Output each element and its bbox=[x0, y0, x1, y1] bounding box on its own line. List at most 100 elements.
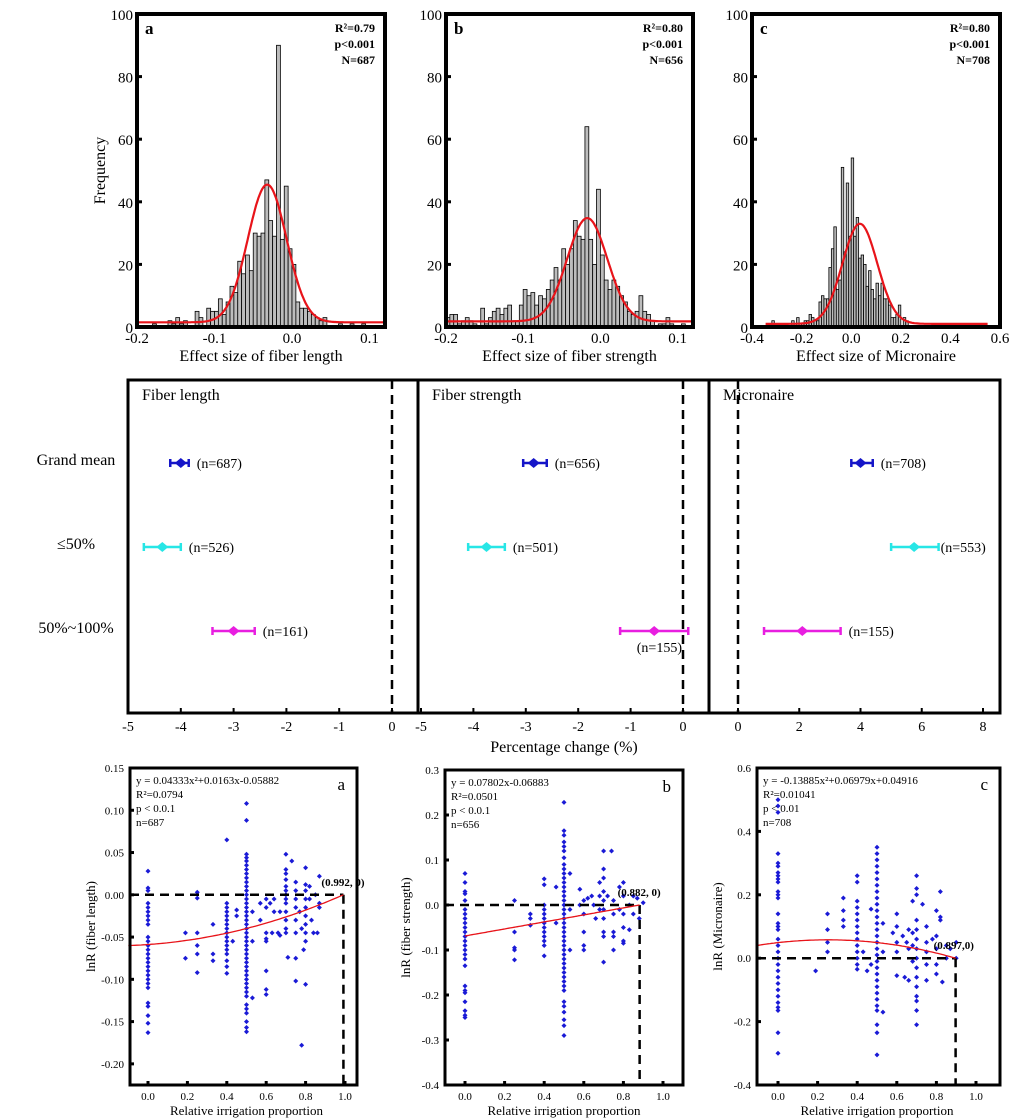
data-point bbox=[825, 939, 830, 945]
data-point bbox=[145, 888, 151, 894]
data-point bbox=[541, 907, 547, 912]
histogram-bar bbox=[569, 248, 574, 328]
data-point bbox=[283, 926, 289, 932]
data-point bbox=[914, 873, 920, 879]
data-point bbox=[620, 925, 626, 930]
y-tick-label: 20 bbox=[733, 258, 748, 274]
data-point bbox=[249, 995, 255, 1001]
data-point bbox=[462, 898, 468, 903]
data-point bbox=[224, 837, 230, 843]
data-point bbox=[561, 961, 567, 966]
data-point bbox=[263, 930, 269, 936]
data-point bbox=[244, 943, 249, 949]
data-point bbox=[293, 930, 299, 936]
panel-title: Fiber strength bbox=[432, 387, 521, 404]
panel-label: b bbox=[454, 19, 463, 38]
data-point bbox=[929, 936, 935, 942]
data-point bbox=[303, 913, 309, 919]
data-point bbox=[145, 1003, 151, 1009]
data-point bbox=[611, 911, 616, 917]
data-point bbox=[244, 989, 249, 995]
data-point bbox=[561, 952, 567, 957]
histogram-bar bbox=[565, 263, 570, 328]
data-point bbox=[462, 1015, 468, 1020]
plot-frame bbox=[444, 12, 695, 329]
histogram-bar bbox=[264, 179, 270, 328]
data-point bbox=[224, 921, 230, 927]
data-point bbox=[581, 943, 587, 948]
data-point bbox=[914, 965, 920, 971]
x-tick-label: 0.4 bbox=[941, 331, 960, 347]
category-label: Grand mean bbox=[37, 452, 116, 469]
x-tick-label: 1.0 bbox=[969, 1091, 983, 1103]
histogram-bar bbox=[607, 289, 613, 328]
x-tick-label: 0.6 bbox=[991, 331, 1010, 347]
x-tick-label: -5 bbox=[415, 720, 427, 735]
data-point bbox=[630, 911, 636, 917]
data-point bbox=[561, 938, 567, 944]
x-axis-label: Relative irrigation proportion bbox=[170, 1103, 324, 1118]
data-point bbox=[316, 904, 322, 910]
data-point bbox=[145, 968, 151, 974]
data-point bbox=[854, 898, 860, 904]
data-point bbox=[597, 880, 603, 885]
data-point bbox=[567, 907, 573, 912]
panel-label: c bbox=[760, 19, 768, 38]
data-point bbox=[244, 879, 249, 885]
data-point bbox=[303, 981, 309, 987]
data-point bbox=[244, 951, 249, 957]
data-point bbox=[620, 940, 626, 946]
data-point bbox=[914, 936, 920, 942]
data-point bbox=[462, 990, 468, 996]
y-tick-label: 60 bbox=[733, 133, 748, 149]
sample-size-label: (n=708) bbox=[881, 457, 927, 472]
data-point bbox=[880, 949, 886, 955]
data-point bbox=[561, 907, 567, 912]
data-point bbox=[145, 885, 151, 891]
data-point bbox=[894, 949, 900, 955]
data-point bbox=[561, 844, 567, 849]
histogram-panel-b: 0 20 40 60 80 100 -0.2 -0.1 0.0 0.1 Effect size of… bbox=[420, 8, 695, 365]
data-point bbox=[601, 929, 607, 935]
data-point bbox=[541, 938, 547, 944]
data-point bbox=[854, 911, 860, 917]
data-point bbox=[626, 927, 632, 933]
data-point bbox=[860, 949, 866, 955]
histogram-bar bbox=[248, 270, 254, 328]
histogram-panel-c: 0 20 40 60 80 100 -0.4 -0.2 0.0 0.2 0.4 0.6 Effect s… bbox=[726, 8, 1010, 365]
data-point bbox=[937, 889, 943, 895]
data-point bbox=[914, 917, 920, 923]
data-point bbox=[874, 863, 880, 869]
data-point bbox=[775, 803, 781, 809]
mean-marker bbox=[648, 626, 661, 636]
data-point bbox=[636, 916, 642, 921]
data-point bbox=[854, 949, 860, 955]
data-point bbox=[775, 936, 781, 942]
data-point bbox=[924, 924, 929, 929]
data-point bbox=[194, 895, 200, 901]
data-point bbox=[611, 898, 616, 903]
data-point bbox=[462, 871, 468, 876]
stat-text: N=687 bbox=[341, 53, 375, 67]
data-point bbox=[874, 901, 880, 907]
x-tick-label: 0.4 bbox=[850, 1091, 864, 1103]
data-point bbox=[244, 1002, 249, 1008]
histogram-bar bbox=[611, 279, 617, 328]
x-tick-label: -0.1 bbox=[203, 331, 227, 347]
x-tick-label: 0.2 bbox=[181, 1091, 195, 1103]
data-point bbox=[561, 898, 567, 903]
data-point bbox=[553, 884, 559, 890]
data-point bbox=[874, 1003, 880, 1009]
data-point bbox=[775, 1030, 781, 1036]
data-point bbox=[541, 916, 547, 921]
histogram-bar bbox=[295, 301, 301, 328]
data-point bbox=[561, 832, 567, 838]
data-point bbox=[145, 934, 151, 940]
data-point bbox=[561, 965, 567, 971]
data-point bbox=[210, 951, 216, 957]
data-point bbox=[561, 871, 567, 876]
data-point bbox=[868, 962, 874, 968]
x-axis-label: Percentage change (%) bbox=[490, 739, 637, 756]
data-point bbox=[244, 981, 249, 987]
y-tick-label: 40 bbox=[118, 196, 133, 212]
